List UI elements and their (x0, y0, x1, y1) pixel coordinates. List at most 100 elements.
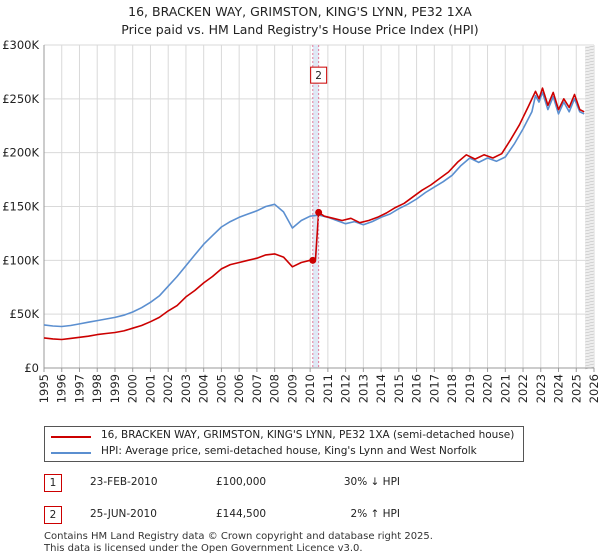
forecast-hatch (585, 174, 595, 178)
x-tick-label-2020: 2020 (481, 374, 495, 403)
x-tick-label-1995: 1995 (37, 374, 51, 403)
forecast-hatch (585, 333, 595, 337)
forecast-hatch (585, 183, 595, 187)
x-tick-label-2016: 2016 (410, 374, 424, 403)
forecast-hatch (585, 330, 595, 334)
forecast-hatch (585, 339, 595, 343)
forecast-shade (585, 45, 594, 368)
legend-label-hpi: HPI: Average price, semi-detached house,… (101, 445, 477, 457)
forecast-hatch (585, 348, 595, 352)
forecast-hatch (585, 210, 595, 214)
sale-period-shade (312, 45, 319, 368)
y-tick-label-250000: £250K (2, 92, 39, 106)
forecast-hatch (585, 363, 595, 367)
forecast-hatch (585, 111, 595, 115)
forecast-hatch (585, 282, 595, 286)
forecast-hatch (585, 243, 595, 247)
x-tick-label-2019: 2019 (463, 374, 477, 403)
x-tick-label-2003: 2003 (179, 374, 193, 403)
forecast-hatch (585, 258, 595, 262)
forecast-hatch (585, 285, 595, 289)
forecast-hatch (585, 180, 595, 184)
y-tick-label-100000: £100K (2, 253, 39, 267)
forecast-hatch (585, 192, 595, 196)
forecast-hatch (585, 228, 595, 232)
forecast-hatch (585, 324, 595, 328)
legend-swatch-hpi (51, 452, 91, 454)
forecast-hatch (585, 93, 595, 97)
forecast-hatch (585, 108, 595, 112)
forecast-hatch (585, 357, 595, 361)
x-tick-label-2010: 2010 (303, 374, 317, 403)
legend-swatch-price-paid (51, 436, 91, 438)
forecast-hatch (585, 207, 595, 211)
chart-subtitle: Price paid vs. HM Land Registry's House … (121, 22, 479, 37)
forecast-hatch (585, 51, 595, 55)
forecast-hatch (585, 75, 595, 79)
forecast-hatch (585, 255, 595, 259)
forecast-hatch (585, 105, 595, 109)
forecast-hatch (585, 306, 595, 310)
x-tick-label-2025: 2025 (569, 374, 583, 403)
forecast-hatch (585, 261, 595, 265)
forecast-hatch (585, 201, 595, 205)
annotation-box-2 (310, 66, 328, 84)
y-tick-label-300000: £300K (2, 38, 39, 52)
forecast-hatch (585, 345, 595, 349)
forecast-hatch (585, 90, 595, 94)
x-tick-label-2023: 2023 (534, 374, 548, 403)
forecast-hatch (585, 327, 595, 331)
annotation-label-2: 2 (315, 70, 322, 82)
transaction-date-2: 25-JUN-2010 (90, 508, 157, 520)
forecast-hatch (585, 351, 595, 355)
transaction-badge-1: 1 (44, 474, 62, 492)
forecast-hatch (585, 66, 595, 70)
forecast-hatch (585, 213, 595, 217)
x-tick-label-2013: 2013 (356, 374, 370, 403)
forecast-hatch (585, 321, 595, 325)
forecast-hatch (585, 297, 595, 301)
x-tick-label-2005: 2005 (214, 374, 228, 403)
forecast-hatch (585, 171, 595, 175)
forecast-hatch (585, 315, 595, 319)
forecast-hatch (585, 234, 595, 238)
forecast-hatch (585, 336, 595, 340)
transaction-hpi-2: 2% ↑ HPI (350, 508, 400, 520)
forecast-hatch (585, 216, 595, 220)
forecast-hatch (585, 165, 595, 169)
forecast-hatch (585, 126, 595, 130)
sale-point-2 (315, 208, 323, 216)
forecast-hatch (585, 156, 595, 160)
x-tick-label-2011: 2011 (321, 374, 335, 403)
forecast-hatch (585, 342, 595, 346)
forecast-hatch (585, 300, 595, 304)
forecast-hatch (585, 72, 595, 76)
x-tick-label-2021: 2021 (498, 374, 512, 403)
legend-label-price-paid: 16, BRACKEN WAY, GRIMSTON, KING'S LYNN, … (101, 429, 515, 441)
x-tick-label-2012: 2012 (339, 374, 353, 403)
forecast-hatch (585, 195, 595, 199)
footer-license: This data is licensed under the Open Gov… (44, 543, 363, 554)
forecast-hatch (585, 132, 595, 136)
x-tick-label-2006: 2006 (232, 374, 246, 403)
forecast-hatch (585, 249, 595, 253)
forecast-hatch (585, 186, 595, 190)
y-tick-label-200000: £200K (2, 146, 39, 160)
x-tick-label-2002: 2002 (161, 374, 175, 403)
forecast-hatch (585, 252, 595, 256)
chart-title: 16, BRACKEN WAY, GRIMSTON, KING'S LYNN, … (128, 4, 472, 19)
forecast-hatch (585, 84, 595, 88)
x-tick-label-2008: 2008 (268, 374, 282, 403)
forecast-hatch (585, 57, 595, 61)
x-tick-label-2026: 2026 (587, 374, 600, 403)
forecast-hatch (585, 318, 595, 322)
x-tick-label-1999: 1999 (108, 374, 122, 403)
transaction-date-1: 23-FEB-2010 (90, 476, 158, 488)
forecast-hatch (585, 144, 595, 148)
forecast-hatch (585, 309, 595, 313)
forecast-hatch (585, 198, 595, 202)
x-tick-label-1996: 1996 (55, 374, 69, 403)
forecast-hatch (585, 222, 595, 226)
x-tick-label-2015: 2015 (392, 374, 406, 403)
transaction-price-2: £144,500 (216, 508, 267, 520)
